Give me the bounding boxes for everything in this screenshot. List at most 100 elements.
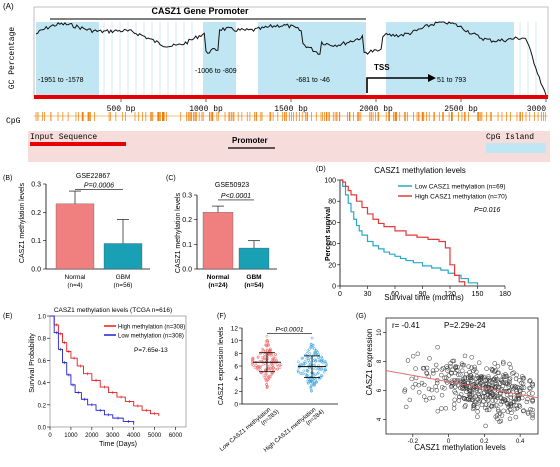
data-point <box>321 361 325 365</box>
category-n-label: (n=54) <box>244 282 263 289</box>
data-point <box>490 398 495 403</box>
y-tick-label: 0.0 <box>38 426 47 432</box>
panel-a: (A) CASZ1 Gene Promoter GC Percentage -1… <box>3 2 550 162</box>
axis-tick-label: 1000 bp <box>189 105 223 114</box>
data-point <box>474 388 480 393</box>
data-point <box>269 354 273 357</box>
data-point <box>255 365 259 369</box>
data-point <box>526 391 532 396</box>
data-point <box>305 373 309 377</box>
category-label: Normal <box>207 274 230 281</box>
data-point <box>476 391 481 397</box>
data-point <box>483 423 488 429</box>
y-tick-label: 100 <box>324 178 336 185</box>
data-point <box>310 356 313 360</box>
legend-label: High CASZ1 methylation (n=70) <box>415 194 507 201</box>
data-point <box>493 385 498 390</box>
data-point <box>265 338 269 342</box>
data-point <box>308 352 312 355</box>
panel-d-xlabel: Survival time (months) <box>384 293 464 302</box>
panel-d-title: CASZ1 methylation levels <box>374 166 466 175</box>
panel-c-ylabel: CASZ1 methylation levels <box>175 192 182 273</box>
x-tick-label: 2000 <box>85 433 99 439</box>
y-tick-label: 12 <box>231 326 239 333</box>
data-point <box>442 386 447 391</box>
data-point <box>302 369 306 373</box>
cpg-region-4 <box>386 22 514 95</box>
data-point <box>507 361 512 367</box>
pvalue-label: P=7.65e-13 <box>134 347 168 354</box>
panel-e-xlabel: Time (Days) <box>99 441 137 448</box>
data-point <box>525 396 530 402</box>
data-point <box>513 376 519 382</box>
data-point <box>474 373 480 379</box>
data-point <box>324 362 328 365</box>
data-point <box>481 398 486 404</box>
data-point <box>322 370 326 374</box>
data-point <box>439 392 445 398</box>
data-point <box>516 395 521 401</box>
data-point <box>434 367 439 373</box>
data-point <box>267 376 271 379</box>
x-tick-label: 6000 <box>169 433 183 439</box>
data-point <box>492 393 498 398</box>
data-point <box>481 390 486 396</box>
y-tick-label: 0.4 <box>38 381 47 387</box>
data-point <box>410 385 416 390</box>
x-tick-label: 1000 <box>64 433 78 439</box>
input-sequence-bar <box>30 142 126 146</box>
data-point <box>320 367 324 371</box>
data-point <box>265 384 269 388</box>
data-point <box>296 370 300 374</box>
data-point <box>313 382 317 386</box>
data-point <box>475 405 480 410</box>
x-tick-label: 0 <box>338 291 342 298</box>
data-point <box>317 367 320 371</box>
panel-d-ylabel: Percent survival <box>325 207 332 261</box>
data-point <box>524 399 530 405</box>
panel-d-chart: 0 30 60 90 120 150 180 0 20 40 60 80 100 Low CASZ1 me… <box>324 178 511 299</box>
survival-curve <box>50 315 135 425</box>
data-point <box>466 392 472 397</box>
y-tick-label: 0.0 <box>182 267 192 274</box>
data-point <box>507 382 512 387</box>
panel-a-title: CASZ1 Gene Promoter <box>151 6 249 16</box>
x-tick-label: 0.2 <box>480 439 489 445</box>
data-point <box>305 368 309 372</box>
legend-band <box>28 131 550 162</box>
data-point <box>499 413 505 418</box>
data-point <box>266 378 270 382</box>
data-point <box>497 419 502 425</box>
data-point <box>320 374 323 377</box>
data-point <box>445 365 450 371</box>
data-point <box>307 359 310 362</box>
data-point <box>314 367 317 371</box>
data-point <box>273 356 277 360</box>
y-tick-label: 40 <box>328 241 336 248</box>
data-point <box>462 404 468 409</box>
y-tick-label: 0 <box>234 402 238 409</box>
data-point <box>453 384 458 390</box>
data-point <box>479 374 484 380</box>
data-point <box>305 352 309 355</box>
data-point <box>510 386 516 392</box>
y-tick-label: 0 <box>332 284 336 291</box>
data-point <box>501 359 506 365</box>
data-point <box>493 368 498 373</box>
data-point <box>306 349 310 353</box>
data-point <box>309 385 313 389</box>
data-point <box>306 376 309 380</box>
data-point <box>324 360 327 364</box>
survival-curve <box>340 179 466 286</box>
region-label-4: 51 to 793 <box>437 77 466 84</box>
data-point <box>251 364 255 367</box>
data-point <box>515 392 521 398</box>
data-point <box>429 387 434 393</box>
data-point <box>433 362 439 368</box>
x-tick-label: 0 <box>48 433 52 439</box>
data-point <box>435 344 440 350</box>
data-point <box>316 351 319 354</box>
data-point <box>483 402 489 407</box>
region-label-3: -681 to -46 <box>296 77 330 84</box>
data-point <box>496 408 501 414</box>
